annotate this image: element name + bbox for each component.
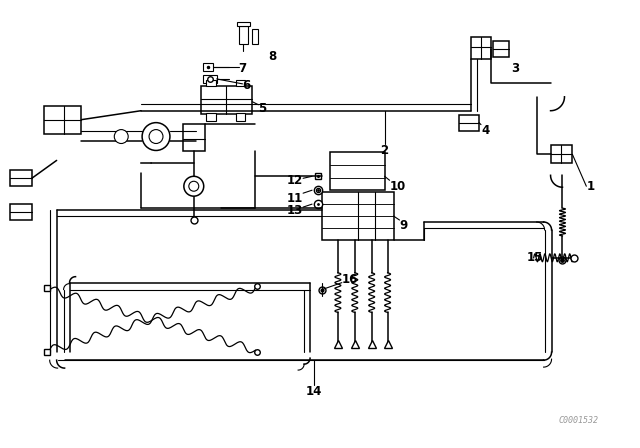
Bar [237, 22, 250, 26]
Bar [44, 106, 81, 134]
Bar [236, 80, 246, 86]
Bar [493, 41, 509, 57]
Text: 13: 13 [287, 203, 303, 216]
Text: 14: 14 [306, 385, 322, 398]
Bar [205, 80, 216, 86]
Text: 5: 5 [259, 102, 267, 115]
Bar [322, 192, 394, 240]
Circle shape [142, 123, 170, 151]
Text: 10: 10 [390, 180, 406, 193]
Circle shape [115, 129, 128, 143]
Bar [201, 86, 252, 114]
Circle shape [149, 129, 163, 143]
Circle shape [184, 177, 204, 196]
Bar [203, 75, 217, 83]
Text: 15: 15 [527, 251, 543, 264]
Text: 16: 16 [342, 273, 358, 286]
Bar [10, 170, 32, 186]
Text: 12: 12 [287, 174, 303, 187]
Bar [236, 113, 246, 121]
Text: C0001532: C0001532 [558, 416, 598, 425]
Circle shape [189, 181, 199, 191]
Bar [183, 124, 205, 151]
Bar [471, 37, 491, 59]
Bar [205, 113, 216, 121]
Text: 6: 6 [243, 79, 251, 92]
Bar [459, 115, 479, 130]
Text: 8: 8 [268, 50, 276, 63]
Bar [239, 26, 248, 44]
Bar [10, 204, 32, 220]
Text: 1: 1 [586, 180, 595, 193]
Text: 11: 11 [287, 192, 303, 205]
Text: 7: 7 [239, 62, 246, 75]
Bar [330, 152, 385, 190]
Text: 4: 4 [481, 124, 489, 137]
Bar [252, 29, 259, 44]
Bar [550, 146, 572, 164]
Text: 9: 9 [399, 220, 408, 233]
Text: 2: 2 [381, 144, 388, 157]
Bar [203, 63, 212, 71]
Text: 3: 3 [511, 62, 519, 75]
